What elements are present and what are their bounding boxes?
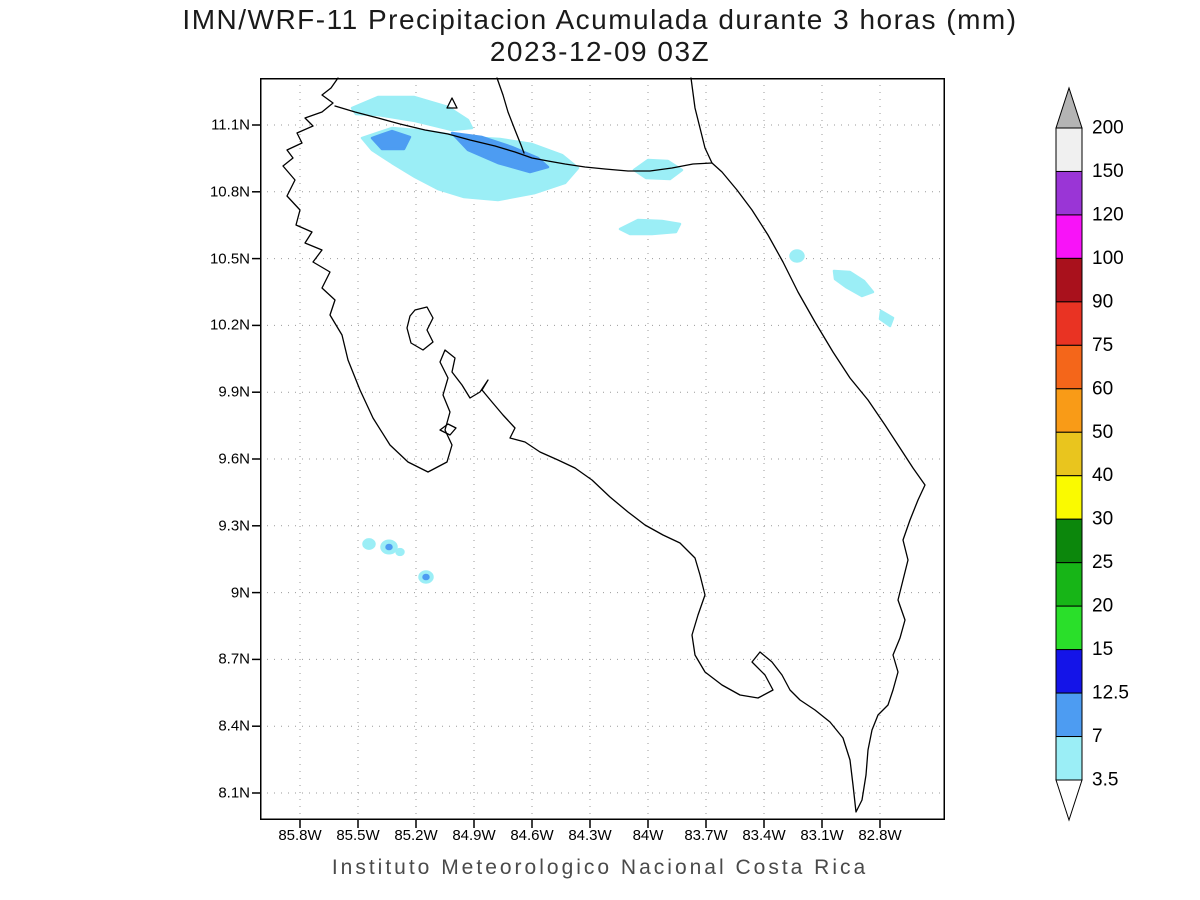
precip-patch-sw-dot-4-core: [422, 573, 430, 581]
x-tick-label: 84W: [632, 827, 664, 844]
precip-patch-sw-dot-2-core: [385, 543, 393, 551]
y-tick-label: 10.8N: [209, 183, 250, 201]
x-tick-label: 85.8W: [278, 827, 322, 844]
colorbar-box: [1055, 649, 1083, 694]
y-tick-label: 8.7N: [218, 650, 250, 668]
map-outlines: [282, 77, 926, 813]
colorbar-box: [1055, 170, 1083, 216]
precip-patch-east-dash: [878, 309, 895, 328]
colorbar-box: [1055, 518, 1083, 564]
island-triangle: [446, 97, 458, 109]
colorbar-box: [1055, 127, 1083, 172]
colorbar-box: [1055, 736, 1083, 781]
colorbar-box: [1055, 388, 1083, 433]
colorbar-label: 50: [1092, 422, 1113, 443]
colorbar-arrow-below-min: [1055, 779, 1083, 822]
y-tick-label: 9.6N: [218, 450, 250, 468]
colorbar-box: [1055, 562, 1083, 607]
colorbar-label: 90: [1092, 291, 1113, 312]
x-tick-label: 84.6W: [510, 827, 554, 844]
lake-arenal-outline: [406, 306, 434, 351]
colorbar-label: 120: [1092, 204, 1124, 225]
colorbar-box: [1055, 431, 1083, 477]
colorbar-label: 150: [1092, 161, 1124, 182]
colorbar-label: 15: [1092, 639, 1113, 660]
chira-island-outline: [439, 423, 457, 436]
x-tick-label: 84.9W: [452, 827, 496, 844]
precip-patch-nw-core-west: [370, 129, 412, 151]
colorbar-box: [1055, 344, 1083, 390]
colorbar-box: [1055, 692, 1083, 738]
precip-patch-nw-band-upper: [350, 95, 474, 132]
colorbar-label: 30: [1092, 509, 1113, 530]
y-tick-label: 9.9N: [218, 383, 250, 401]
lake-nicaragua-shore-path: [496, 77, 525, 154]
colorbar-legend: 200 150 120 100 90 75 60 50 40 30 25 20 15 12.5 7 3.5: [1048, 80, 1198, 860]
colorbar-label: 3.5: [1092, 770, 1118, 791]
plot-frame: [260, 78, 945, 820]
precipitation-patches: [350, 95, 895, 584]
chart-subtitle: 2023-12-09 03Z: [489, 36, 711, 67]
x-tick-label: 84.3W: [568, 827, 612, 844]
precip-patch-central-blob: [618, 218, 682, 236]
x-tick-label: 83.1W: [800, 827, 844, 844]
map-plot-area: [252, 77, 945, 828]
x-tick-label: 83.4W: [742, 827, 786, 844]
colorbar-label: 75: [1092, 335, 1113, 356]
y-tick-label: 10.2N: [209, 316, 250, 334]
colorbar-box: [1055, 257, 1083, 303]
footer-text: Instituto Meteorologico Nacional Costa R…: [331, 856, 869, 879]
colorbar-label: 200: [1092, 118, 1124, 139]
colorbar-arrow-above-max: [1055, 86, 1083, 129]
coastline-path: [282, 77, 926, 813]
precip-patch-east-dot: [789, 249, 805, 263]
x-tick-label: 85.5W: [336, 827, 380, 844]
gridlines: [260, 78, 945, 820]
x-tick-label: 82.8W: [858, 827, 902, 844]
y-tick-label: 8.4N: [218, 717, 250, 735]
y-tick-label: 11.1N: [211, 116, 250, 134]
precip-patch-sw-dot-3: [395, 547, 405, 557]
colorbar-label: 25: [1092, 552, 1113, 573]
map-svg: [252, 77, 945, 828]
chart-title: IMN/WRF-11 Precipitacion Acumulada duran…: [182, 4, 1018, 35]
axis-ticks: [252, 124, 881, 828]
colorbar-label: 7: [1092, 726, 1103, 747]
y-tick-label: 9.3N: [218, 517, 250, 535]
colorbar-box: [1055, 301, 1083, 346]
precip-patch-sw-dot-1: [362, 538, 376, 550]
y-tick-label: 9N: [230, 584, 250, 602]
x-tick-label: 85.2W: [394, 827, 438, 844]
x-tick-label: 83.7W: [684, 827, 728, 844]
precip-patch-nw-core-east: [450, 131, 550, 174]
colorbar-box: [1055, 475, 1083, 520]
nicaragua-border-path: [334, 105, 713, 172]
y-tick-label: 8.1N: [218, 784, 250, 802]
colorbar-label: 20: [1092, 596, 1113, 617]
colorbar-label: 40: [1092, 465, 1113, 486]
y-tick-label: 10.5N: [209, 250, 250, 268]
colorbar-label: 100: [1092, 248, 1124, 269]
precip-patch-east-streak: [832, 269, 875, 298]
colorbar-svg: 200 150 120 100 90 75 60 50 40 30 25 20 15 12.5 7 3.5: [1055, 86, 1129, 822]
colorbar-box: [1055, 605, 1083, 651]
colorbar-box: [1055, 214, 1083, 259]
colorbar-label: 12.5: [1092, 683, 1129, 704]
colorbar-label: 60: [1092, 378, 1113, 399]
